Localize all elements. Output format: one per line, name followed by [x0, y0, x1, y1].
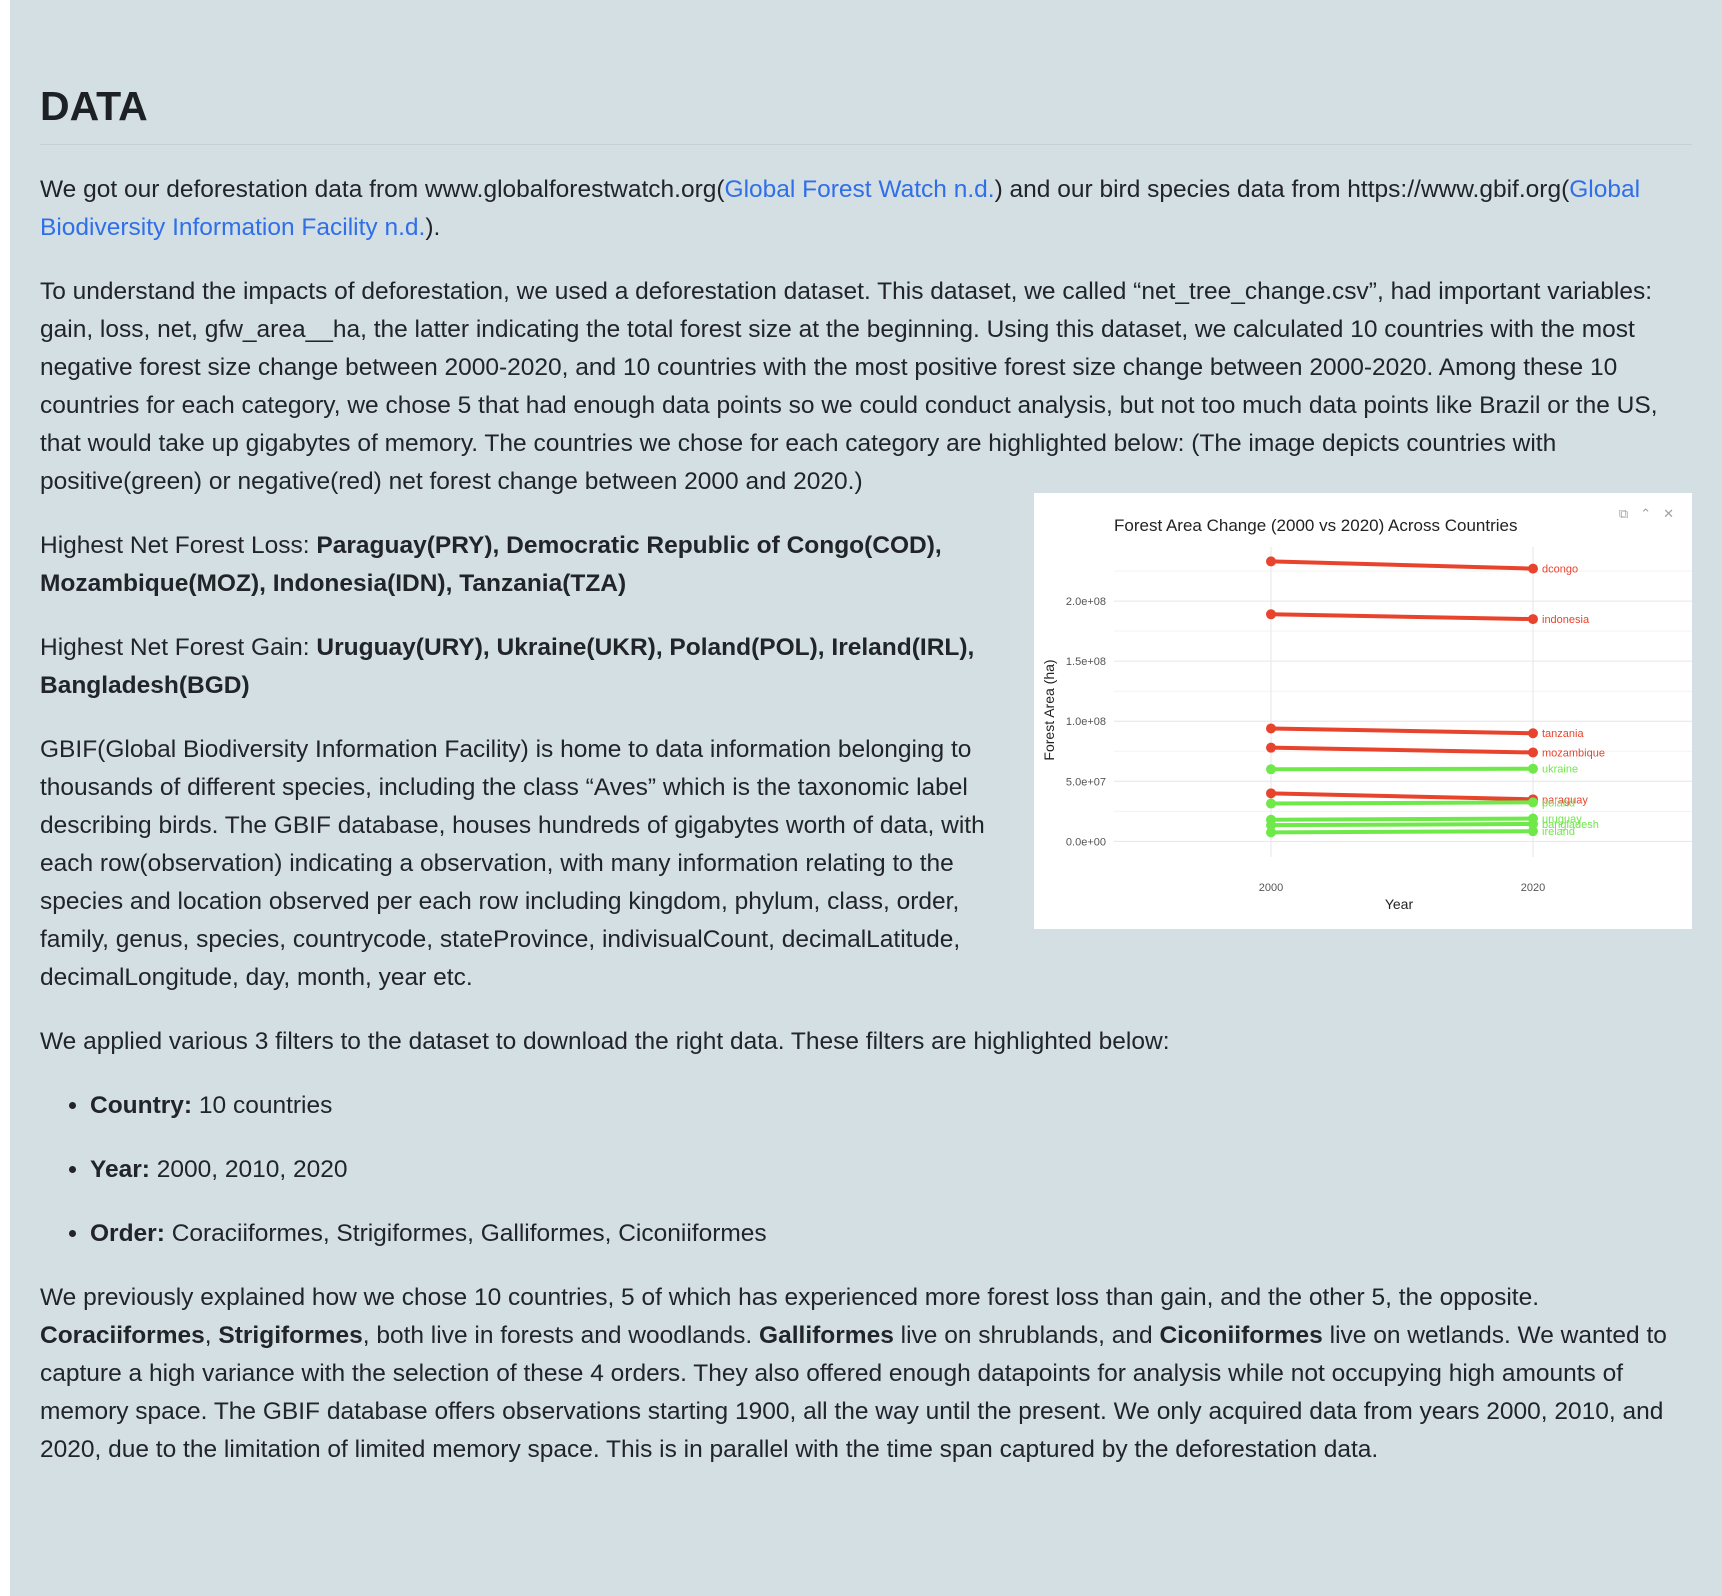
- point-tanzania-2020: [1528, 728, 1538, 739]
- order-strigiformes: Strigiformes: [218, 1322, 363, 1349]
- point-mozambique-2020: [1528, 747, 1538, 758]
- point-bangladesh-2020: [1528, 818, 1538, 829]
- p7-text: ,: [204, 1322, 219, 1349]
- figure-toolbar: ⧉⌃✕: [1619, 495, 1686, 533]
- series-label-poland: poland: [1542, 797, 1575, 809]
- chart-grid: 0.0e+00 5.0e+07 1.0e+08 1.5e+08 2.0e+08 2000 2…: [1066, 547, 1692, 894]
- forest-area-chart: ⧉⌃✕ Forest Area Change (2000 vs 2020) Ac…: [1034, 493, 1692, 929]
- filters-intro-paragraph: We applied various 3 filters to the data…: [40, 1028, 1170, 1055]
- deforestation-paragraph: To understand the impacts of deforestati…: [40, 278, 1658, 495]
- section-title: DATA: [40, 80, 1692, 145]
- series-label-dcongo: dcongo: [1542, 564, 1578, 576]
- point-bangladesh-2000: [1266, 820, 1276, 831]
- series-line-poland: [1269, 800, 1535, 806]
- series-line-bangladesh: [1269, 821, 1535, 828]
- y-tick-label: 2.0e+08: [1066, 596, 1106, 608]
- point-ireland-2020: [1528, 826, 1538, 837]
- chart-x-label: Year: [1385, 896, 1414, 912]
- filter-label: Order:: [90, 1220, 165, 1247]
- point-tanzania-2000: [1266, 723, 1276, 734]
- filter-value: Coraciiformes, Strigiformes, Galliformes…: [164, 1220, 767, 1247]
- page-background: DATA We got our deforestation data from …: [10, 0, 1722, 1596]
- point-ireland-2000: [1266, 827, 1276, 838]
- point-ukraine-2020: [1528, 763, 1538, 774]
- point-dcongo-2000: [1266, 556, 1276, 567]
- p7-text: , both live in forests and woodlands.: [362, 1322, 760, 1349]
- series-line-dcongo: [1269, 559, 1535, 571]
- orders-paragraph: We previously explained how we chose 10 …: [40, 1279, 1692, 1469]
- filter-value: 10 countries: [192, 1092, 333, 1119]
- x-tick-label: 2020: [1521, 882, 1545, 894]
- point-ukraine-2000: [1266, 764, 1276, 775]
- point-poland-2000: [1266, 798, 1276, 809]
- data-sources-paragraph: We got our deforestation data from www.g…: [40, 171, 1692, 247]
- series-label-indonesia: indonesia: [1542, 614, 1590, 626]
- point-poland-2020: [1528, 797, 1538, 808]
- y-tick-label: 1.5e+08: [1066, 656, 1106, 668]
- close-icon[interactable]: ✕: [1663, 506, 1686, 521]
- order-galliformes: Galliformes: [759, 1322, 894, 1349]
- filter-label: Country:: [90, 1092, 193, 1119]
- chart-marks: dcongo indonesia tanzania mozambique ukraine…: [1266, 556, 1605, 838]
- gain-countries: Uruguay(URY), Ukraine(UKR), Poland(POL),…: [40, 634, 975, 699]
- filters-list: Country: 10 countries Year: 2000, 2010, …: [40, 1087, 1692, 1253]
- gain-label: Highest Net Forest Gain:: [40, 634, 317, 661]
- copy-icon[interactable]: ⧉: [1618, 506, 1641, 521]
- loss-label: Highest Net Forest Loss:: [40, 532, 317, 559]
- gbif-link[interactable]: Global Biodiversity Information Facility…: [40, 176, 1641, 241]
- y-tick-label: 5.0e+07: [1066, 776, 1106, 788]
- filter-label: Year:: [90, 1156, 150, 1183]
- point-mozambique-2000: [1266, 742, 1276, 753]
- point-indonesia-2020: [1528, 614, 1538, 625]
- collapse-icon[interactable]: ⌃: [1640, 506, 1664, 521]
- y-tick-label: 1.0e+08: [1066, 716, 1106, 728]
- point-indonesia-2000: [1266, 609, 1276, 620]
- p7-text: live on wetlands. We wanted to capture a…: [40, 1322, 1667, 1463]
- main-content: DATA We got our deforestation data from …: [40, 80, 1692, 1469]
- series-line-indonesia: [1269, 612, 1535, 622]
- series-label-ireland: ireland: [1542, 826, 1575, 838]
- series-line-tanzania: [1269, 726, 1535, 736]
- series-line-uruguay: [1269, 816, 1535, 822]
- y-tick-label: 0.0e+00: [1066, 836, 1106, 848]
- point-dcongo-2020: [1528, 563, 1538, 574]
- chart-title: Forest Area Change (2000 vs 2020) Across…: [1114, 516, 1518, 535]
- net-forest-gain-paragraph: Highest Net Forest Gain: Uruguay(URY), U…: [40, 629, 1692, 705]
- p7-text: live on shrublands, and: [893, 1322, 1160, 1349]
- x-tick-label: 2000: [1259, 882, 1283, 894]
- gbif-paragraph: GBIF(Global Biodiversity Information Fac…: [40, 736, 985, 991]
- order-coraciiformes: Coraciiformes: [40, 1322, 205, 1349]
- filter-item-order: Order: Coraciiformes, Strigiformes, Gall…: [90, 1215, 1692, 1253]
- series-label-bangladesh: bangladesh: [1542, 819, 1599, 831]
- global-forest-watch-link[interactable]: Global Forest Watch n.d.: [724, 176, 995, 203]
- filter-item-country: Country: 10 countries: [90, 1087, 1692, 1125]
- p7-text: We previously explained how we chose 10 …: [40, 1284, 1540, 1311]
- order-ciconiiformes: Ciconiiformes: [1159, 1322, 1323, 1349]
- series-label-ukraine: ukraine: [1542, 764, 1578, 776]
- point-paraguay-2000: [1266, 788, 1276, 799]
- p1-text-1: We got our deforestation data from www.g…: [40, 176, 725, 203]
- p1-text-3: ).: [425, 214, 441, 241]
- chart-svg: Forest Area Change (2000 vs 2020) Across…: [1041, 516, 1692, 912]
- series-line-ireland: [1269, 829, 1535, 835]
- net-forest-loss-paragraph: Highest Net Forest Loss: Paraguay(PRY), …: [40, 527, 1692, 603]
- loss-countries: Paraguay(PRY), Democratic Republic of Co…: [40, 532, 942, 597]
- filter-item-year: Year: 2000, 2010, 2020: [90, 1151, 1692, 1189]
- series-label-uruguay: uruguay: [1542, 814, 1582, 826]
- series-label-paraguay: paraguay: [1542, 794, 1588, 806]
- series-label-tanzania: tanzania: [1542, 728, 1584, 740]
- chart-y-label: Forest Area (ha): [1041, 659, 1057, 760]
- filter-value: 2000, 2010, 2020: [149, 1156, 348, 1183]
- p1-text-2: ) and our bird species data from https:/…: [994, 176, 1570, 203]
- series-line-mozambique: [1269, 745, 1535, 755]
- series-label-mozambique: mozambique: [1542, 747, 1605, 759]
- series-line-ukraine: [1269, 766, 1535, 772]
- series-line-paraguay: [1269, 791, 1535, 802]
